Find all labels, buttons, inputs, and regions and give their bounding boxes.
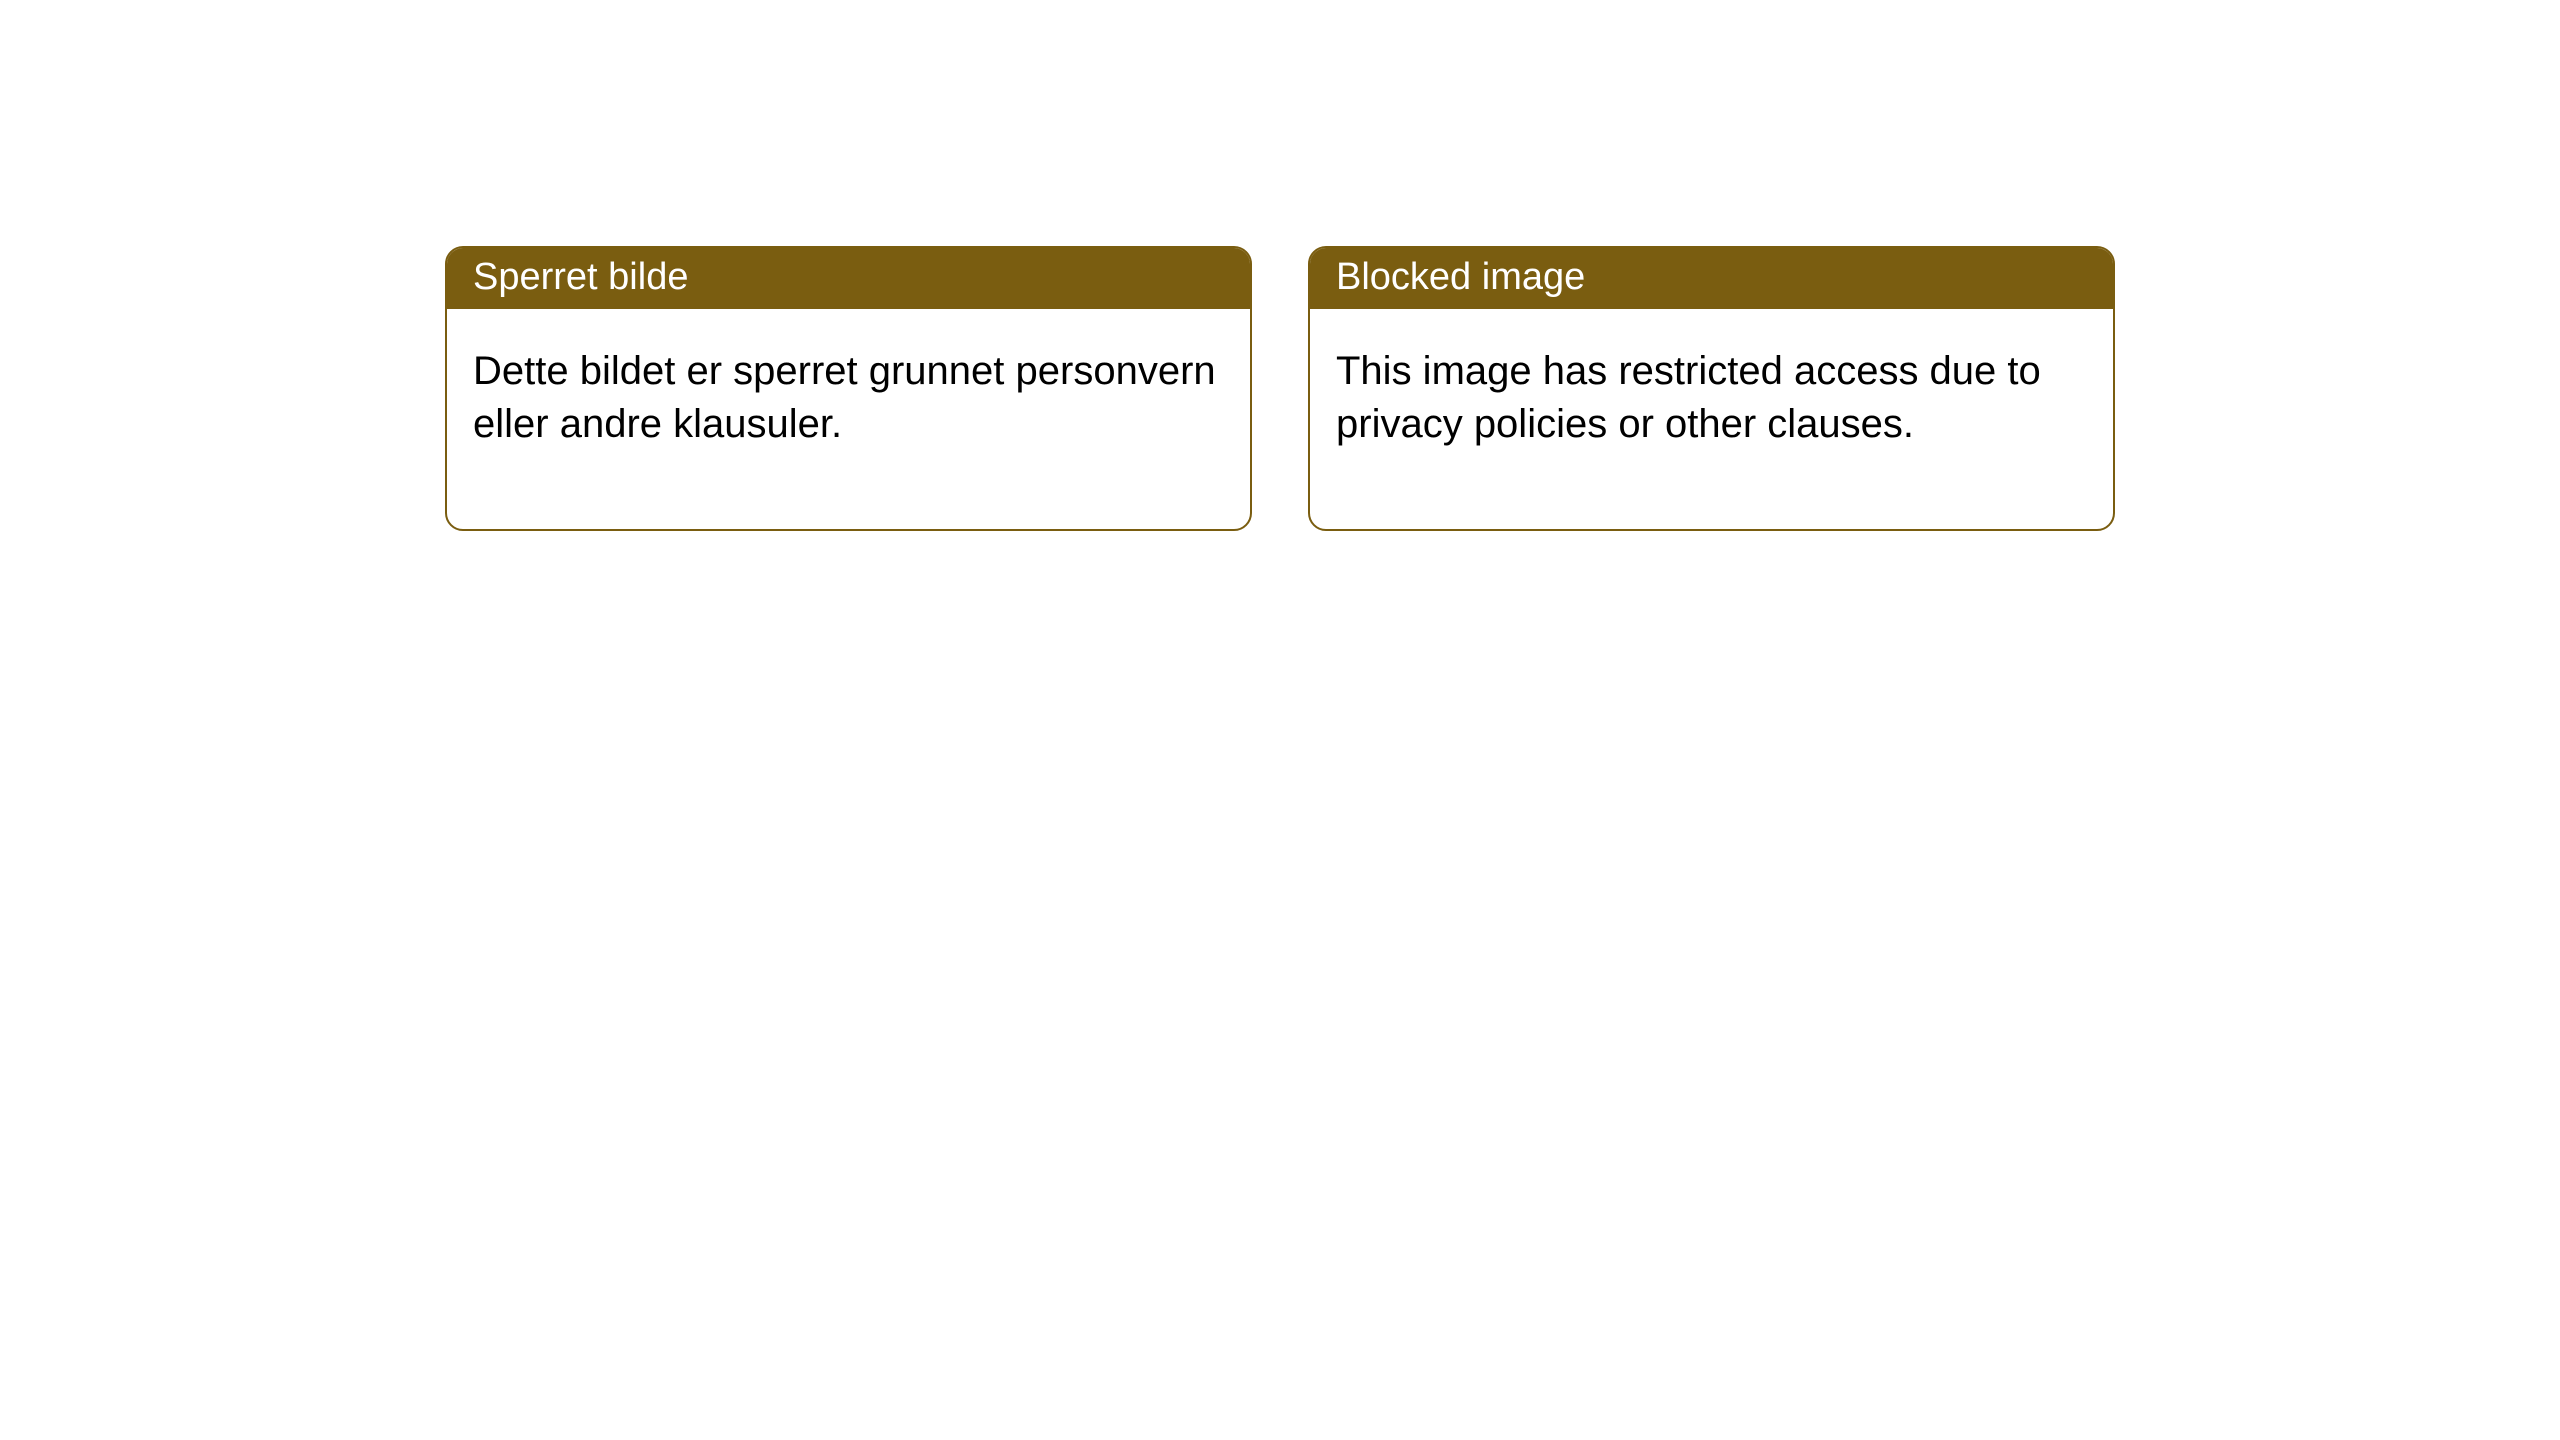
- notice-card-norwegian: Sperret bilde Dette bildet er sperret gr…: [445, 246, 1252, 531]
- notice-header: Blocked image: [1310, 248, 2113, 309]
- notice-body: Dette bildet er sperret grunnet personve…: [447, 309, 1250, 529]
- notice-card-english: Blocked image This image has restricted …: [1308, 246, 2115, 531]
- notice-header: Sperret bilde: [447, 248, 1250, 309]
- notice-container: Sperret bilde Dette bildet er sperret gr…: [0, 0, 2560, 531]
- notice-body: This image has restricted access due to …: [1310, 309, 2113, 529]
